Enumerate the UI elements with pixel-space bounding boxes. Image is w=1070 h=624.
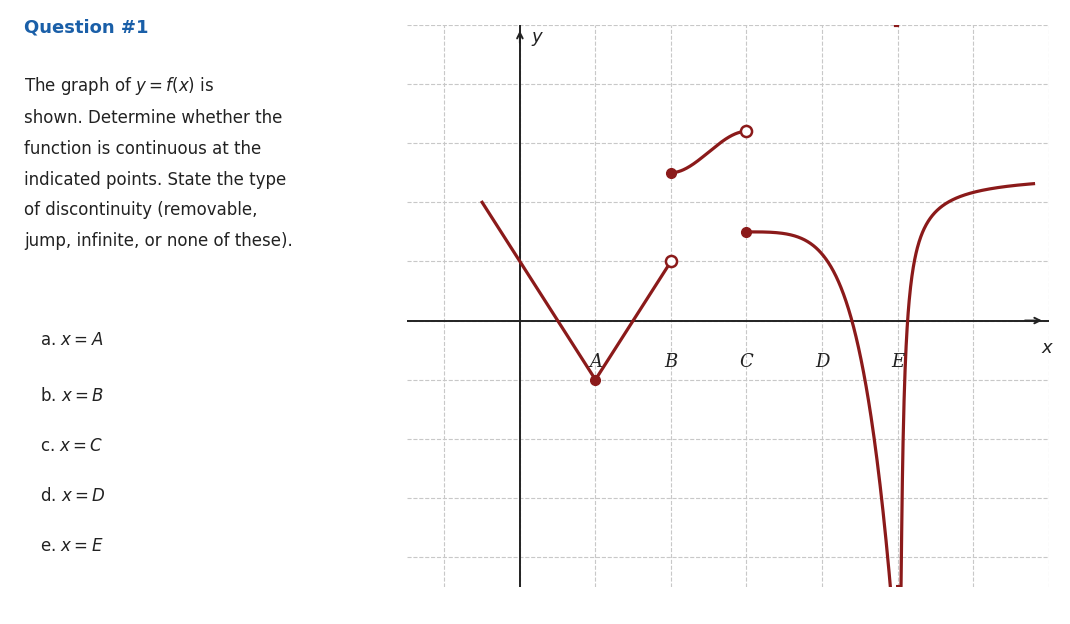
Text: a. $x = A$: a. $x = A$: [40, 331, 103, 349]
Text: y: y: [531, 28, 541, 46]
Text: The graph of $y = f(x)$ is
shown. Determine whether the
function is continuous a: The graph of $y = f(x)$ is shown. Determ…: [24, 75, 292, 250]
Text: B: B: [664, 353, 677, 371]
Text: c. $x = C$: c. $x = C$: [40, 437, 103, 455]
Text: d. $x = D$: d. $x = D$: [40, 487, 105, 505]
Text: D: D: [815, 353, 829, 371]
Text: b. $x = B$: b. $x = B$: [40, 387, 104, 405]
Text: E: E: [891, 353, 904, 371]
Text: Question #1: Question #1: [24, 19, 149, 37]
Text: e. $x = E$: e. $x = E$: [40, 537, 103, 555]
Text: x: x: [1041, 339, 1052, 358]
Text: A: A: [588, 353, 602, 371]
Text: C: C: [739, 353, 753, 371]
